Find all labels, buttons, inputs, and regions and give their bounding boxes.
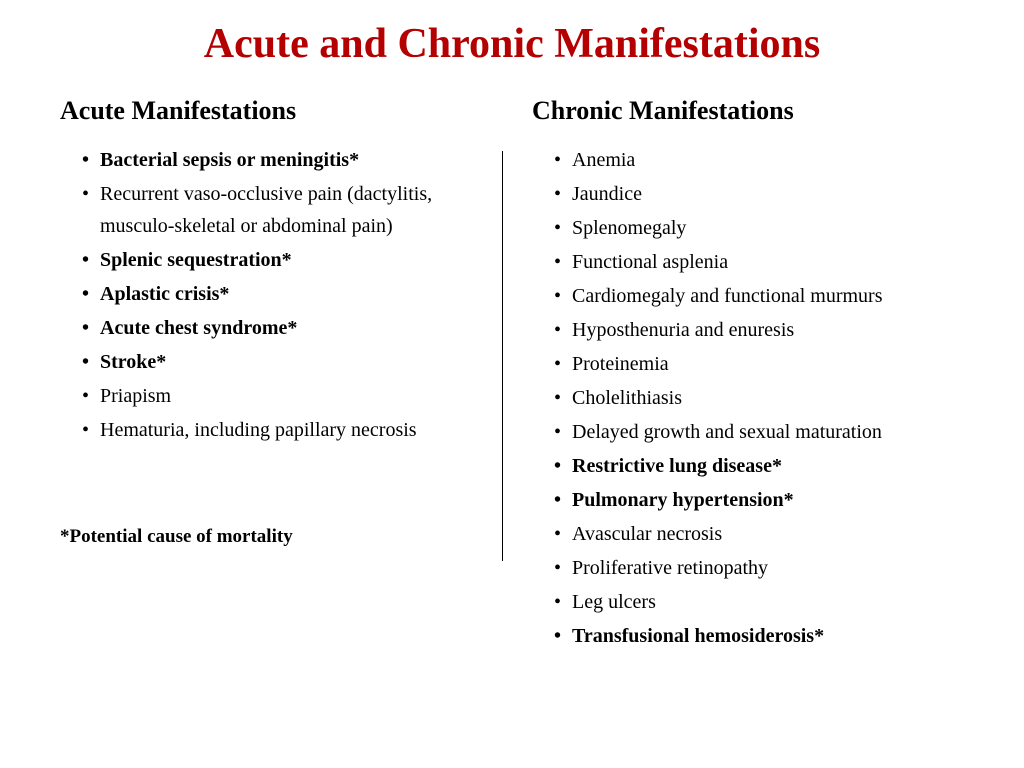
list-item: Cholelithiasis: [554, 382, 964, 414]
list-item: Aplastic crisis*: [82, 278, 492, 310]
list-item: Recurrent vaso-occlusive pain (dactyliti…: [82, 178, 492, 242]
list-item: Hyposthenuria and enuresis: [554, 314, 964, 346]
list-item: Proteinemia: [554, 348, 964, 380]
right-heading: Chronic Manifestations: [532, 96, 964, 126]
list-item: Functional asplenia: [554, 246, 964, 278]
acute-list: Bacterial sepsis or meningitis*Recurrent…: [60, 144, 492, 446]
list-item: Priapism: [82, 380, 492, 412]
chronic-list: AnemiaJaundiceSplenomegalyFunctional asp…: [532, 144, 964, 652]
list-item: Restrictive lung disease*: [554, 450, 964, 482]
list-item: Anemia: [554, 144, 964, 176]
list-item: Delayed growth and sexual maturation: [554, 416, 964, 448]
page-title: Acute and Chronic Manifestations: [60, 20, 964, 68]
list-item: Leg ulcers: [554, 586, 964, 618]
column-divider: [502, 151, 503, 561]
list-item: Hematuria, including papillary necrosis: [82, 414, 492, 446]
left-column: Acute Manifestations Bacterial sepsis or…: [60, 96, 492, 654]
right-column: Chronic Manifestations AnemiaJaundiceSpl…: [532, 96, 964, 654]
list-item: Transfusional hemosiderosis*: [554, 620, 964, 652]
list-item: Proliferative retinopathy: [554, 552, 964, 584]
two-column-layout: Acute Manifestations Bacterial sepsis or…: [60, 96, 964, 654]
footnote: *Potential cause of mortality: [60, 526, 492, 548]
list-item: Avascular necrosis: [554, 518, 964, 550]
list-item: Jaundice: [554, 178, 964, 210]
list-item: Bacterial sepsis or meningitis*: [82, 144, 492, 176]
list-item: Splenic sequestration*: [82, 244, 492, 276]
list-item: Acute chest syndrome*: [82, 312, 492, 344]
list-item: Splenomegaly: [554, 212, 964, 244]
list-item: Pulmonary hypertension*: [554, 484, 964, 516]
left-heading: Acute Manifestations: [60, 96, 492, 126]
list-item: Cardiomegaly and functional murmurs: [554, 280, 964, 312]
list-item: Stroke*: [82, 346, 492, 378]
